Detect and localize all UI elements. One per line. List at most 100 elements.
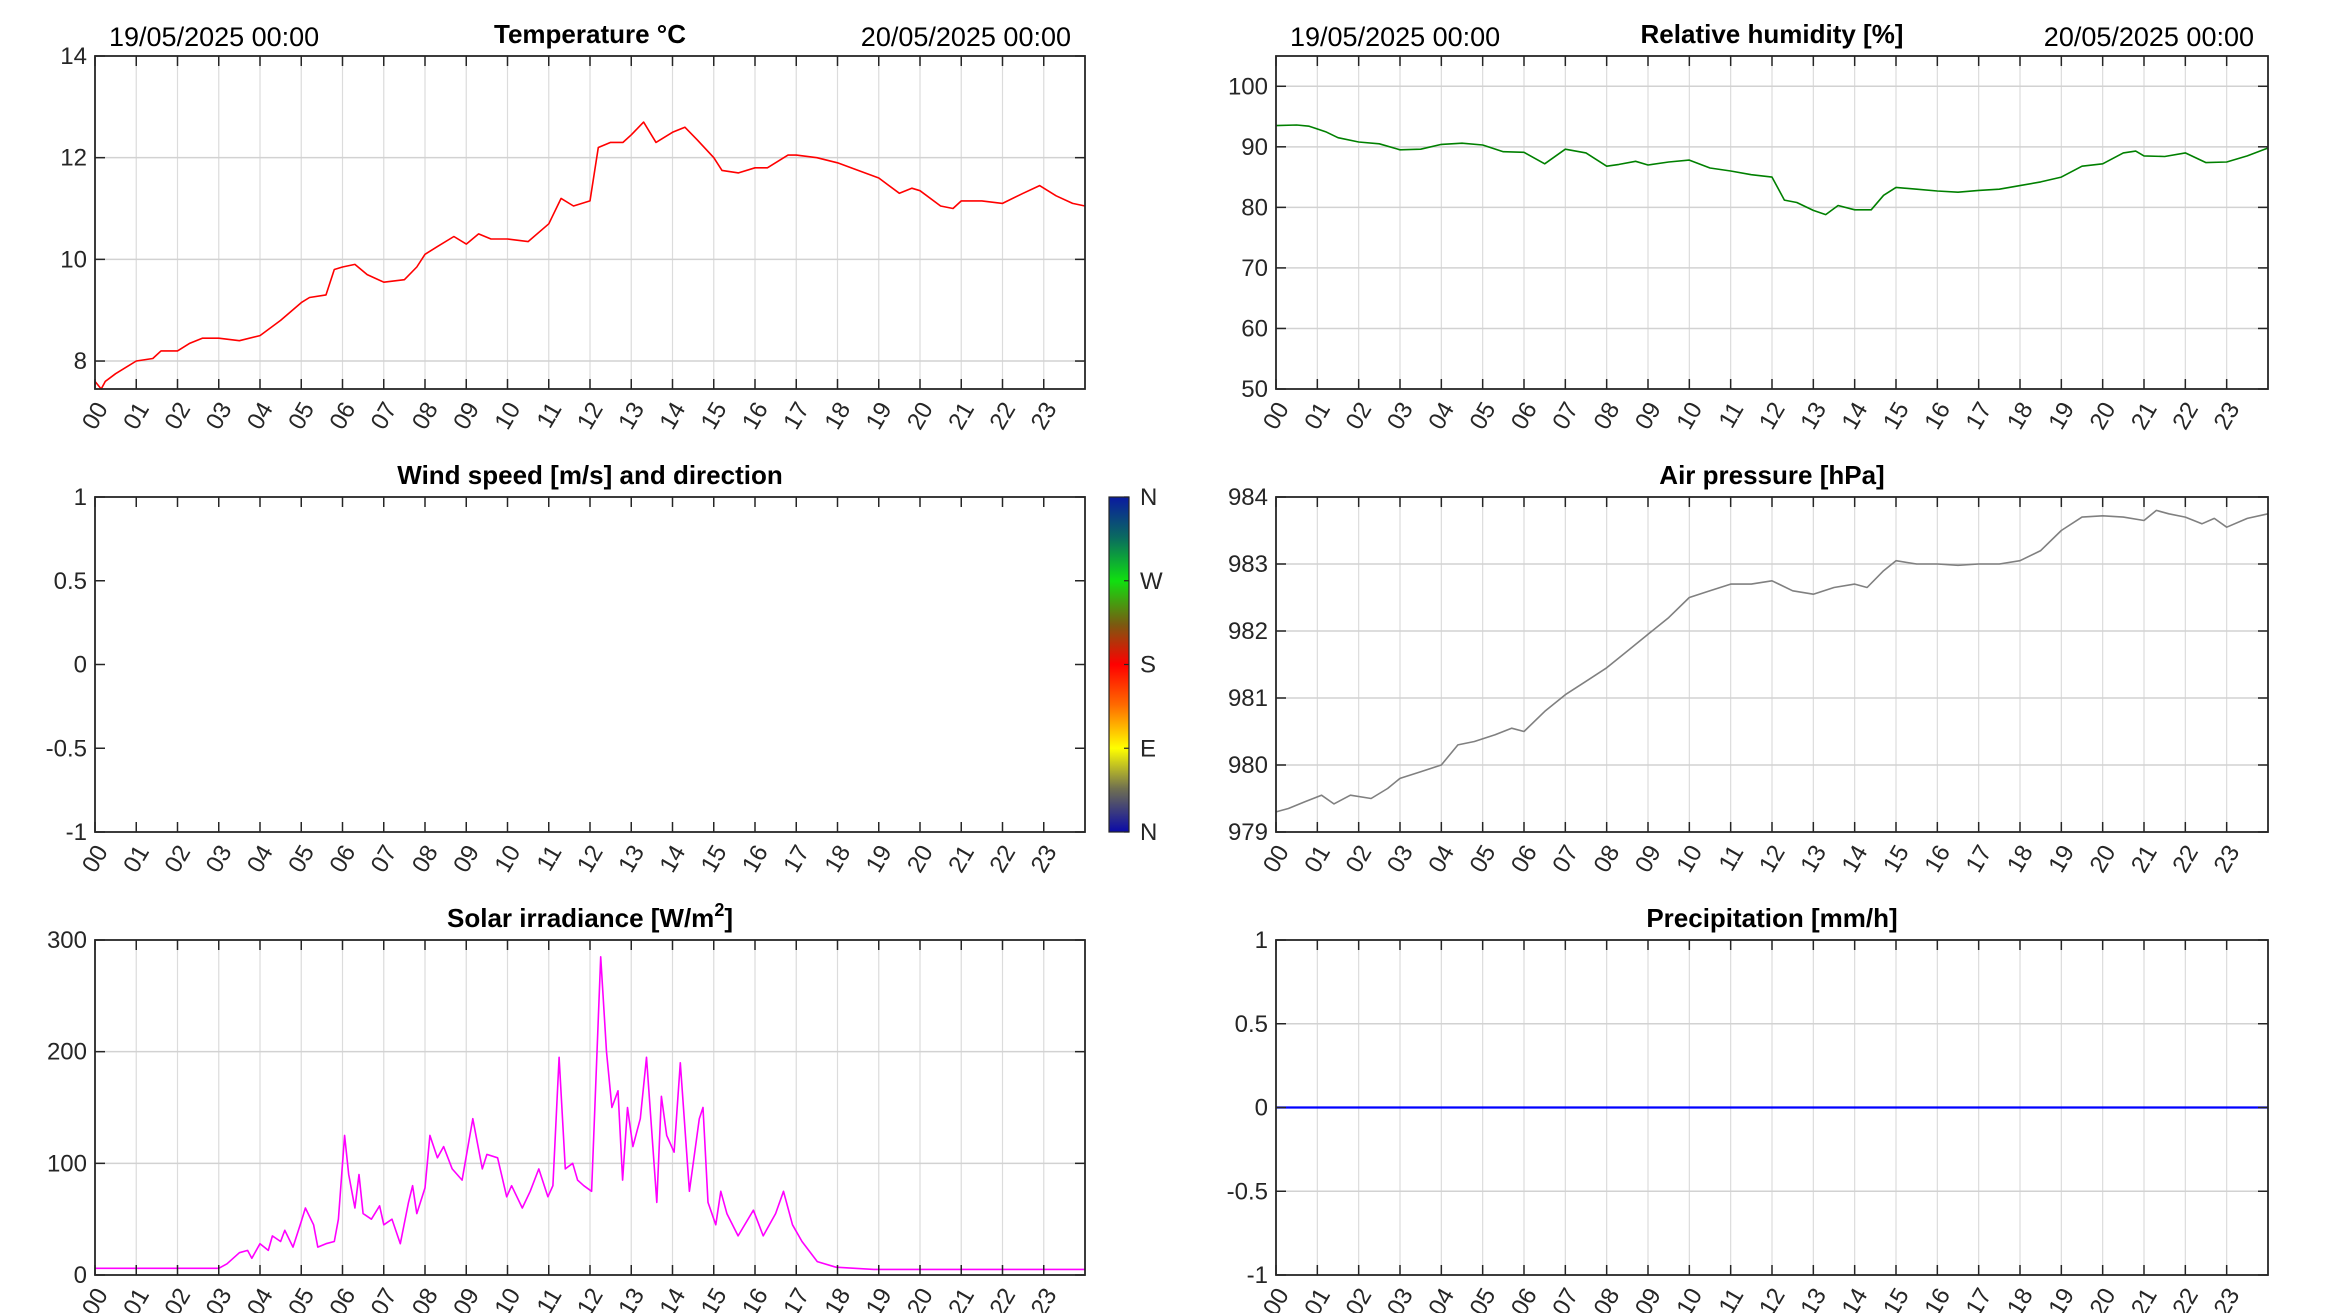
y-tick-label: 0 [74, 1262, 87, 1289]
chart-title: Temperature °C [494, 19, 686, 49]
chart-title-text: Relative humidity [%] [1641, 19, 1904, 49]
y-tick-label: 200 [47, 1039, 87, 1066]
x-tick-label: 18 [819, 1284, 856, 1313]
x-tick-label: 13 [1795, 841, 1832, 878]
x-tick-label: 23 [1026, 1284, 1063, 1313]
x-tick-label: 18 [819, 841, 856, 878]
x-tick-label: 16 [1919, 1284, 1956, 1313]
x-tick-label: 09 [1630, 398, 1667, 435]
chart-pressure: 00 01 02 03 04 05 06 07 08 09 10 11 12 13 14 15 16 17 18 19… [1228, 460, 2269, 878]
y-tick-label: 980 [1228, 752, 1268, 779]
x-tick-label: 15 [696, 1284, 733, 1313]
x-tick-label: 00 [77, 841, 114, 878]
x-tick-label: 19 [861, 841, 898, 878]
x-tick-label: 03 [1382, 398, 1419, 435]
x-tick-label: 13 [613, 841, 650, 878]
x-tick-label: 19 [861, 398, 898, 435]
x-tick-label: 03 [201, 1284, 238, 1313]
y-tick-label: 300 [47, 927, 87, 954]
humidity-series-line [1275, 124, 2269, 216]
x-tick-label: 21 [943, 398, 980, 435]
x-tick-label: 19 [2043, 398, 2080, 435]
x-tick-label: 13 [613, 1284, 650, 1313]
x-tick-label: 11 [1714, 398, 1750, 433]
x-tick-label: 16 [1919, 841, 1956, 878]
x-tick-label: 20 [902, 841, 939, 878]
x-tick-label: 10 [1671, 841, 1708, 878]
y-tick-label: 984 [1228, 484, 1268, 511]
x-tick-label: 22 [2167, 398, 2204, 435]
x-tick-label: 14 [654, 398, 691, 435]
y-tick-label: 8 [74, 348, 87, 375]
x-tick-label: 00 [1258, 398, 1295, 435]
x-tick-label: 01 [1299, 841, 1336, 878]
x-tick-label: 20 [2085, 1284, 2122, 1313]
x-tick-label: 01 [1299, 398, 1336, 435]
y-tick-label: 100 [47, 1150, 87, 1177]
x-tick-label: 10 [489, 841, 526, 878]
x-tick-label: 11 [1714, 841, 1750, 876]
y-tick-label: 0 [74, 652, 87, 679]
x-tick-label: 23 [2209, 398, 2246, 435]
chart-temperature: 00 01 02 03 04 05 06 07 08 09 10 11 12 13 14 15 16 17 18 19… [60, 19, 1086, 435]
x-tick-label: 11 [532, 841, 568, 876]
x-tick-label: 23 [2209, 841, 2246, 878]
x-tick-label: 08 [407, 398, 444, 435]
x-tick-label: 04 [242, 1284, 279, 1313]
x-tick-label: 07 [1547, 1284, 1584, 1313]
chart-title: Solar irradiance [W/m2] [447, 900, 733, 933]
x-tick-label: 14 [1837, 1284, 1874, 1313]
x-tick-label: 04 [1423, 398, 1460, 435]
x-tick-label: 21 [2126, 398, 2163, 435]
y-tick-label: 0.5 [54, 568, 87, 595]
x-tick-label: 14 [654, 1284, 691, 1313]
x-tick-label: 22 [2167, 1284, 2204, 1313]
wind-direction-colorbar: N W S E N [1108, 484, 1163, 846]
y-tick-label: 14 [60, 43, 87, 70]
x-tick-label: 02 [1341, 841, 1378, 878]
chart-title-superscript: 2 [714, 900, 724, 920]
x-tick-label: 01 [118, 398, 155, 435]
x-tick-label: 12 [1754, 398, 1791, 435]
y-tick-label: 1 [1255, 927, 1268, 954]
x-tick-label: 06 [1506, 841, 1543, 878]
x-tick-label: 08 [407, 841, 444, 878]
chart-title-text: Wind speed [m/s] and direction [397, 460, 782, 490]
chart-title: Wind speed [m/s] and direction [397, 460, 782, 490]
x-tick-label: 21 [943, 841, 980, 878]
x-tick-label: 21 [2126, 841, 2163, 878]
x-tick-label: 23 [2209, 1284, 2246, 1313]
colorbar-label: N [1140, 819, 1157, 846]
x-tick-label: 05 [1465, 1284, 1502, 1313]
y-tick-label: -0.5 [1227, 1178, 1268, 1205]
chart-title: Relative humidity [%] [1641, 19, 1904, 49]
x-tick-label: 12 [572, 841, 609, 878]
colorbar-label: S [1140, 652, 1156, 679]
x-tick-label: 01 [118, 841, 155, 878]
x-tick-label: 15 [1878, 1284, 1915, 1313]
x-tick-label: 19 [2043, 841, 2080, 878]
chart-title-end: ] [724, 903, 733, 933]
y-tick-label: 60 [1241, 315, 1268, 342]
x-tick-label: 04 [242, 398, 279, 435]
x-tick-label: 20 [902, 398, 939, 435]
x-tick-label: 19 [2043, 1284, 2080, 1313]
x-tick-label: 06 [324, 398, 361, 435]
x-tick-label: 01 [1299, 1284, 1336, 1313]
x-tick-label: 01 [118, 1284, 155, 1313]
x-tick-label: 09 [1630, 1284, 1667, 1313]
x-tick-label: 06 [324, 1284, 361, 1313]
x-tick-label: 20 [2085, 398, 2122, 435]
chart-title-text: Solar irradiance [W/m [447, 903, 714, 933]
x-tick-label: 14 [1837, 398, 1874, 435]
end-date-label: 20/05/2025 00:00 [861, 22, 1071, 52]
x-tick-label: 11 [532, 1284, 568, 1313]
x-tick-label: 05 [283, 841, 320, 878]
x-tick-label: 18 [819, 398, 856, 435]
x-tick-label: 17 [1961, 398, 1998, 435]
y-tick-label: 983 [1228, 551, 1268, 578]
y-tick-label: 70 [1241, 255, 1268, 282]
x-tick-label: 23 [1026, 398, 1063, 435]
x-tick-label: 15 [1878, 841, 1915, 878]
